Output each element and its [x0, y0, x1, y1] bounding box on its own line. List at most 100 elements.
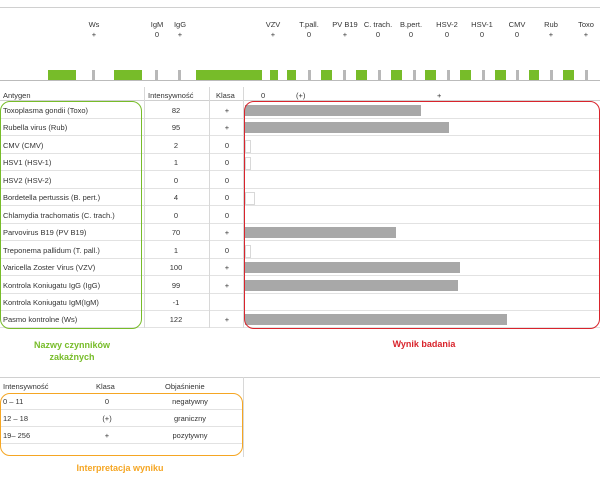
table-row: Parvovirus B19 (PV B19) 70 +: [0, 224, 600, 242]
scale-label-borderline: (+): [296, 91, 306, 100]
legend-explanation: negatywny: [172, 397, 208, 406]
intensity-value: 100: [169, 263, 183, 273]
strip-band-control: [413, 70, 416, 80]
strip-baseline: [0, 80, 600, 81]
strip-band-control: [585, 70, 588, 80]
strip-column-label: C. trach.: [363, 20, 393, 29]
antigen-name: CMV (CMV): [3, 140, 44, 150]
class-value: 0: [224, 140, 230, 150]
caption-result: Wynik badania: [392, 339, 456, 349]
class-value: +: [224, 315, 230, 325]
strip-band-control: [378, 70, 381, 80]
table-row: Varicella Zoster Virus (VZV) 100 +: [0, 259, 600, 277]
legend-class: +: [104, 431, 110, 440]
strip-column-value: +: [270, 30, 276, 39]
strip-band-positive: [460, 70, 471, 80]
intensity-value: 2: [173, 140, 179, 150]
legend-class: (+): [102, 414, 112, 423]
strip-column-label: Rub: [544, 20, 558, 29]
strip-band-positive: [391, 70, 402, 80]
intensity-bar: [245, 314, 508, 326]
table-row: Kontrola Koniugatu IgM(IgM) -1: [0, 294, 600, 311]
intensity-value: 1: [173, 158, 179, 168]
intensity-value: 95: [171, 123, 181, 133]
legend-row-divider: [0, 409, 242, 410]
header-intensity: Intensywność: [148, 91, 194, 100]
row-divider: [0, 292, 600, 294]
strip-band-control: [447, 70, 450, 80]
table-row: Kontrola Koniugatu IgG (IgG) 99 +: [0, 277, 600, 294]
table-row: Pasmo kontrolne (Ws) 122 +: [0, 311, 600, 329]
intensity-value: 4: [173, 193, 179, 203]
strip-column-value: +: [177, 30, 183, 39]
strip-column-value: +: [342, 30, 348, 39]
class-value: +: [224, 228, 230, 238]
antigen-name: Parvovirus B19 (PV B19): [3, 228, 87, 238]
strip-band-positive: [529, 70, 539, 80]
class-value: +: [224, 123, 230, 133]
antigen-name: Varicella Zoster Virus (VZV): [3, 263, 96, 273]
intensity-bar: [245, 192, 255, 206]
table-row: HSV2 (HSV-2) 0 0: [0, 172, 600, 189]
intensity-value: -1: [172, 297, 180, 307]
strip-band-positive: [48, 70, 76, 80]
strip-band-positive: [495, 70, 506, 80]
header-divider: [0, 100, 600, 101]
intensity-value: 1: [173, 245, 179, 255]
strip-column-value: 0: [154, 30, 160, 39]
class-value: 0: [224, 245, 230, 255]
strip-band-control: [343, 70, 346, 80]
strip-column-value: +: [583, 30, 589, 39]
strip-band-positive: [563, 70, 574, 80]
intensity-value: 82: [171, 106, 181, 115]
antigen-names-highlight: [0, 101, 142, 329]
class-value: 0: [224, 210, 230, 220]
intensity-value: 0: [173, 210, 179, 220]
row-divider: [0, 152, 600, 154]
antigen-name: Kontrola Koniugatu IgM(IgM): [3, 297, 99, 307]
scale-label-0: 0: [261, 91, 266, 100]
strip-band-control: [92, 70, 95, 80]
legend-header-intensity: Intensywność: [3, 382, 49, 391]
strip-column-value: 0: [408, 30, 414, 39]
strip-column-value: 0: [375, 30, 381, 39]
legend-range: 0 – 11: [3, 397, 24, 406]
antigen-name: Rubella virus (Rub): [3, 123, 68, 133]
strip-column-label: CMV: [508, 20, 526, 29]
strip-column-label: IgG: [173, 20, 187, 29]
strip-column-label: VZV: [265, 20, 281, 29]
strip-band-control: [308, 70, 311, 80]
column-divider: [144, 87, 145, 328]
table-row: Toxoplasma gondii (Toxo) 82 +: [0, 102, 600, 119]
legend-row: 19– 256 + pozytywny: [0, 427, 242, 444]
intensity-bar: [245, 122, 450, 134]
column-divider: [243, 87, 244, 328]
interpretation-highlight: [0, 393, 243, 456]
strip-band-positive: [287, 70, 296, 80]
intensity-bar: [245, 227, 396, 239]
strip-column-value: 0: [306, 30, 312, 39]
intensity-bar: [245, 244, 251, 258]
strip-band-positive: [270, 70, 278, 80]
legend-row-divider: [0, 426, 242, 427]
header-antigen: Antygen: [3, 91, 31, 100]
strip-column-value: 0: [514, 30, 520, 39]
strip-band-control: [516, 70, 519, 80]
class-value: 0: [224, 158, 230, 168]
legend-explanation: graniczny: [173, 414, 207, 423]
strip-column-label: HSV-1: [471, 20, 493, 29]
table-row: Treponema pallidum (T. pall.) 1 0: [0, 242, 600, 259]
legend-row: 0 – 11 0 negatywny: [0, 393, 242, 410]
legend-header-class: Klasa: [96, 382, 115, 391]
antigen-name: Treponema pallidum (T. pall.): [3, 245, 100, 255]
class-value: +: [224, 106, 230, 115]
strip-band-control: [155, 70, 158, 80]
antigen-name: HSV1 (HSV-1): [3, 158, 52, 168]
strip-column-label: Toxo: [578, 20, 594, 29]
row-divider: [0, 327, 600, 329]
strip-band-positive: [425, 70, 436, 80]
strip-band-control: [482, 70, 485, 80]
row-divider: [0, 187, 600, 189]
row-divider: [0, 118, 600, 119]
legend-header-explanation: Objaśnienie: [165, 382, 205, 391]
